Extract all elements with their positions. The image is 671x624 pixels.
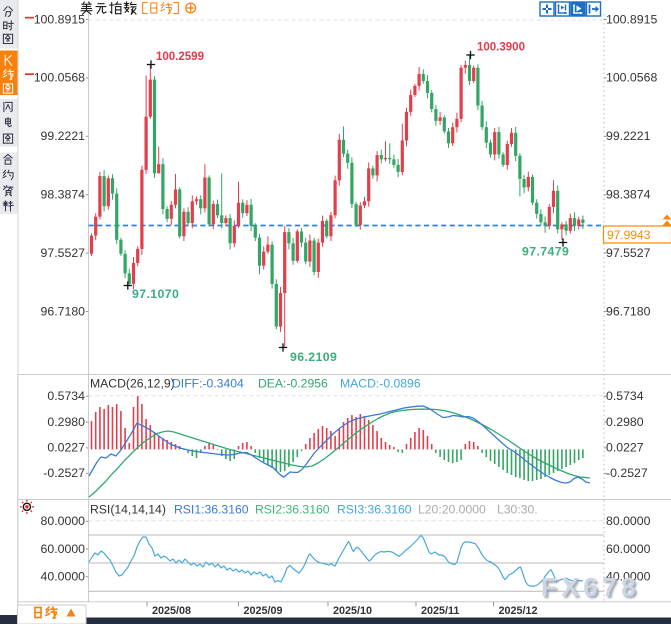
svg-text:100.8915: 100.8915 <box>34 12 85 26</box>
svg-text:RSI2:36.3160: RSI2:36.3160 <box>255 503 330 517</box>
svg-text:0.5734: 0.5734 <box>606 389 644 403</box>
svg-text:2025/11: 2025/11 <box>421 605 459 617</box>
svg-text:97.5527: 97.5527 <box>606 246 651 260</box>
svg-text:0.2980: 0.2980 <box>47 415 85 429</box>
svg-text:-0.2527: -0.2527 <box>43 466 85 480</box>
svg-text:RSI3:36.3160: RSI3:36.3160 <box>337 503 412 517</box>
svg-text:2025/09: 2025/09 <box>244 605 283 617</box>
svg-text:100.3900: 100.3900 <box>477 42 525 54</box>
svg-text:60.0000: 60.0000 <box>606 542 651 556</box>
svg-text:96.7180: 96.7180 <box>606 304 651 318</box>
svg-text:98.3874: 98.3874 <box>606 188 651 202</box>
svg-text:99.2221: 99.2221 <box>41 129 86 143</box>
svg-text:0.0227: 0.0227 <box>47 441 85 455</box>
svg-text:2025/10: 2025/10 <box>333 605 372 617</box>
svg-text:97.5527: 97.5527 <box>41 246 86 260</box>
svg-text:96.2109: 96.2109 <box>290 350 337 364</box>
svg-text:99.2221: 99.2221 <box>606 129 651 143</box>
svg-text:97.9943: 97.9943 <box>607 228 651 242</box>
svg-text:L20:20.0000: L20:20.0000 <box>418 503 486 517</box>
svg-text:100.0568: 100.0568 <box>606 71 657 85</box>
svg-text:80.0000: 80.0000 <box>41 514 86 528</box>
svg-text:98.3874: 98.3874 <box>41 188 86 202</box>
svg-text:-0.2527: -0.2527 <box>606 466 648 480</box>
svg-text:DIFF:-0.3404: DIFF:-0.3404 <box>172 377 244 391</box>
svg-text:40.0000: 40.0000 <box>41 570 86 584</box>
svg-text:RSI1:36.3160: RSI1:36.3160 <box>174 503 249 517</box>
svg-text:60.0000: 60.0000 <box>41 542 86 556</box>
svg-text:100.8915: 100.8915 <box>606 12 657 26</box>
svg-text:RSI(14,14,14): RSI(14,14,14) <box>90 503 166 517</box>
svg-text:80.0000: 80.0000 <box>606 514 651 528</box>
svg-text:DEA:-0.2956: DEA:-0.2956 <box>258 377 328 391</box>
svg-text:MACD(26,12,9): MACD(26,12,9) <box>90 377 175 391</box>
svg-text:100.2599: 100.2599 <box>156 51 204 63</box>
svg-text:2025/08: 2025/08 <box>152 605 191 617</box>
svg-text:FX678: FX678 <box>541 572 640 602</box>
svg-text:2025/12: 2025/12 <box>499 605 538 617</box>
svg-text:0.0227: 0.0227 <box>606 441 644 455</box>
svg-text:100.0568: 100.0568 <box>34 71 85 85</box>
svg-text:0.5734: 0.5734 <box>47 389 85 403</box>
svg-text:40.0000: 40.0000 <box>606 570 651 584</box>
svg-text:0.2980: 0.2980 <box>606 415 644 429</box>
svg-text:L30:30.: L30:30. <box>497 503 538 517</box>
svg-text:96.7180: 96.7180 <box>41 304 86 318</box>
svg-text:MACD:-0.0896: MACD:-0.0896 <box>340 377 421 391</box>
svg-text:97.7479: 97.7479 <box>522 245 569 259</box>
svg-text:97.1070: 97.1070 <box>132 287 179 301</box>
